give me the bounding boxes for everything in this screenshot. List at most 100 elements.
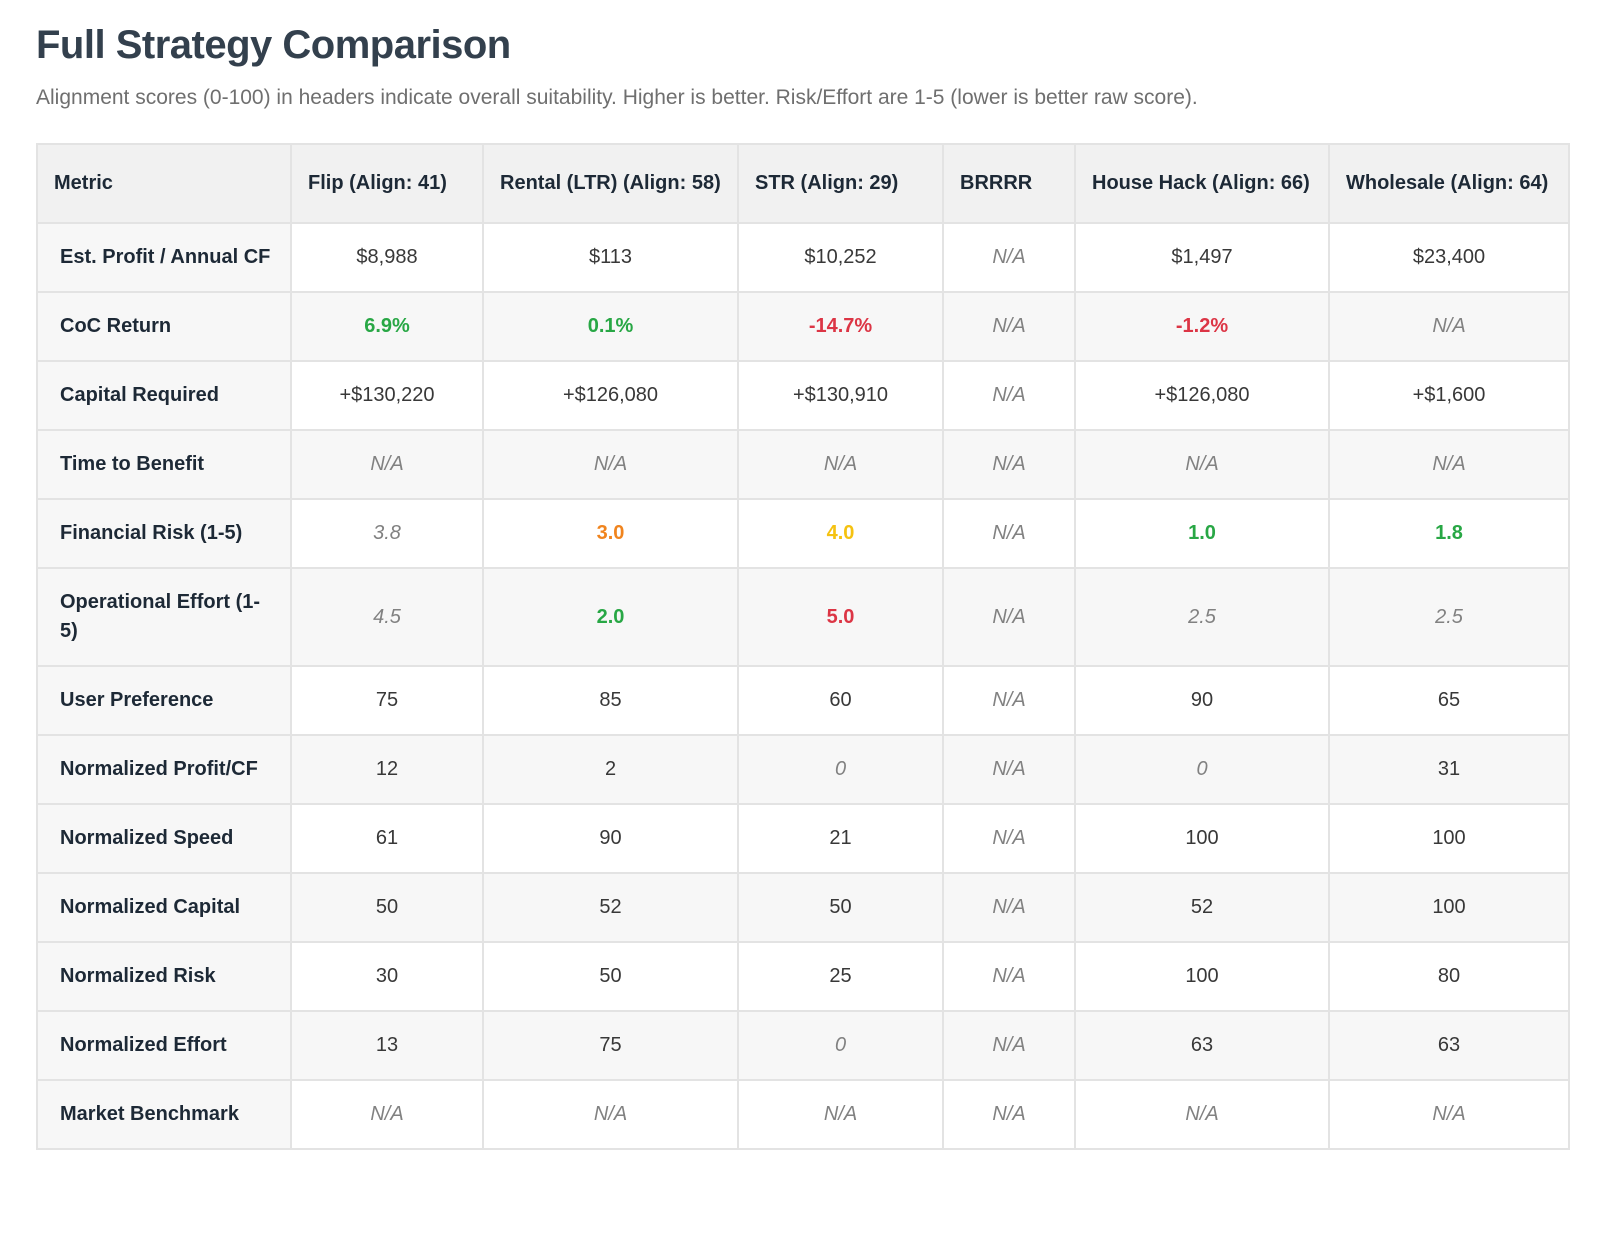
table-cell: 13	[290, 1010, 484, 1082]
table-cell: 12	[290, 734, 484, 806]
table-cell: N/A	[942, 567, 1076, 668]
column-header-metric: Metric	[36, 143, 292, 225]
table-cell: +$1,600	[1328, 360, 1570, 432]
table-cell: $113	[482, 222, 739, 294]
table-row: Time to Benefit N/A N/A N/A N/A N/A N/A	[36, 429, 1570, 501]
table-header: Metric Flip (Align: 41) Rental (LTR) (Alig…	[36, 143, 1570, 225]
metric-label: Normalized Capital	[36, 872, 292, 944]
table-cell: N/A	[1074, 429, 1330, 501]
table-cell: 0	[737, 1010, 944, 1082]
table-cell: N/A	[942, 291, 1076, 363]
table-cell: N/A	[942, 498, 1076, 570]
table-cell: 1.8	[1328, 498, 1570, 570]
table-cell: 4.0	[737, 498, 944, 570]
table-body: Est. Profit / Annual CF $8,988 $113 $10,252…	[36, 222, 1570, 1151]
table-cell: N/A	[290, 1079, 484, 1151]
table-cell: 63	[1328, 1010, 1570, 1082]
table-cell: 25	[737, 941, 944, 1013]
table-cell: N/A	[942, 941, 1076, 1013]
table-row: Financial Risk (1-5) 3.8 3.0 4.0 N/A 1.0 1.8	[36, 498, 1570, 570]
table-cell: 1.0	[1074, 498, 1330, 570]
table-cell: 2.0	[482, 567, 739, 668]
metric-label: CoC Return	[36, 291, 292, 363]
table-cell: 90	[482, 803, 739, 875]
table-cell: 3.0	[482, 498, 739, 570]
table-cell: 2.5	[1074, 567, 1330, 668]
table-cell: +$126,080	[482, 360, 739, 432]
table-cell: 85	[482, 665, 739, 737]
metric-label: Time to Benefit	[36, 429, 292, 501]
table-cell: -14.7%	[737, 291, 944, 363]
table-cell: 75	[290, 665, 484, 737]
table-cell: 0.1%	[482, 291, 739, 363]
table-cell: N/A	[737, 429, 944, 501]
header-row: Metric Flip (Align: 41) Rental (LTR) (Alig…	[36, 143, 1570, 225]
table-cell: N/A	[1328, 429, 1570, 501]
table-cell: 90	[1074, 665, 1330, 737]
column-header: Flip (Align: 41)	[290, 143, 484, 225]
metric-label: Normalized Speed	[36, 803, 292, 875]
table-cell: 100	[1328, 872, 1570, 944]
table-cell: 3.8	[290, 498, 484, 570]
table-cell: 60	[737, 665, 944, 737]
table-cell: N/A	[942, 1010, 1076, 1082]
table-cell: 100	[1074, 941, 1330, 1013]
table-cell: 4.5	[290, 567, 484, 668]
table-cell: N/A	[942, 803, 1076, 875]
column-header: Wholesale (Align: 64)	[1328, 143, 1570, 225]
table-cell: N/A	[942, 872, 1076, 944]
table-cell: 75	[482, 1010, 739, 1082]
table-cell: N/A	[942, 734, 1076, 806]
table-cell: 2.5	[1328, 567, 1570, 668]
table-cell: $1,497	[1074, 222, 1330, 294]
table-cell: $10,252	[737, 222, 944, 294]
table-row: Est. Profit / Annual CF $8,988 $113 $10,252…	[36, 222, 1570, 294]
table-row: Operational Effort (1-5) 4.5 2.0 5.0 N/A 2.5 2…	[36, 567, 1570, 668]
page-subtitle: Alignment scores (0-100) in headers indi…	[36, 86, 1198, 109]
table-cell: 2	[482, 734, 739, 806]
table-row: Capital Required +$130,220 +$126,080 +$130,…	[36, 360, 1570, 432]
table-cell: N/A	[1328, 291, 1570, 363]
table-cell: 50	[737, 872, 944, 944]
table-cell: 21	[737, 803, 944, 875]
table-cell: N/A	[482, 1079, 739, 1151]
table-row: Market Benchmark N/A N/A N/A N/A N/A N/A	[36, 1079, 1570, 1151]
table-cell: N/A	[1328, 1079, 1570, 1151]
table-cell: 50	[482, 941, 739, 1013]
table-cell: 31	[1328, 734, 1570, 806]
table-cell: $8,988	[290, 222, 484, 294]
table-cell: +$130,910	[737, 360, 944, 432]
table-cell: N/A	[942, 360, 1076, 432]
table-cell: 50	[290, 872, 484, 944]
table-cell: N/A	[942, 665, 1076, 737]
metric-label: Market Benchmark	[36, 1079, 292, 1151]
table-cell: 52	[482, 872, 739, 944]
table-cell: -1.2%	[1074, 291, 1330, 363]
metric-label: Normalized Profit/CF	[36, 734, 292, 806]
strategy-comparison-table: Metric Flip (Align: 41) Rental (LTR) (Alig…	[36, 143, 1570, 1151]
table-cell: 52	[1074, 872, 1330, 944]
metric-label: Capital Required	[36, 360, 292, 432]
column-header: Rental (LTR) (Align: 58)	[482, 143, 739, 225]
column-header: STR (Align: 29)	[737, 143, 944, 225]
table-cell: 5.0	[737, 567, 944, 668]
table-row: Normalized Effort 13 75 0 N/A 63 63	[36, 1010, 1570, 1082]
table-cell: +$130,220	[290, 360, 484, 432]
table-cell: 63	[1074, 1010, 1330, 1082]
metric-label: Normalized Effort	[36, 1010, 292, 1082]
metric-label: Normalized Risk	[36, 941, 292, 1013]
table-cell: N/A	[290, 429, 484, 501]
metric-label: User Preference	[36, 665, 292, 737]
table-cell: 61	[290, 803, 484, 875]
table-cell: 0	[1074, 734, 1330, 806]
table-cell: N/A	[942, 1079, 1076, 1151]
table-cell: N/A	[482, 429, 739, 501]
table-cell: N/A	[942, 429, 1076, 501]
metric-label: Financial Risk (1-5)	[36, 498, 292, 570]
column-header: House Hack (Align: 66)	[1074, 143, 1330, 225]
table-cell: 100	[1074, 803, 1330, 875]
table-cell: $23,400	[1328, 222, 1570, 294]
table-row: Normalized Profit/CF 12 2 0 N/A 0 31	[36, 734, 1570, 806]
metric-label: Est. Profit / Annual CF	[36, 222, 292, 294]
table-cell: 100	[1328, 803, 1570, 875]
